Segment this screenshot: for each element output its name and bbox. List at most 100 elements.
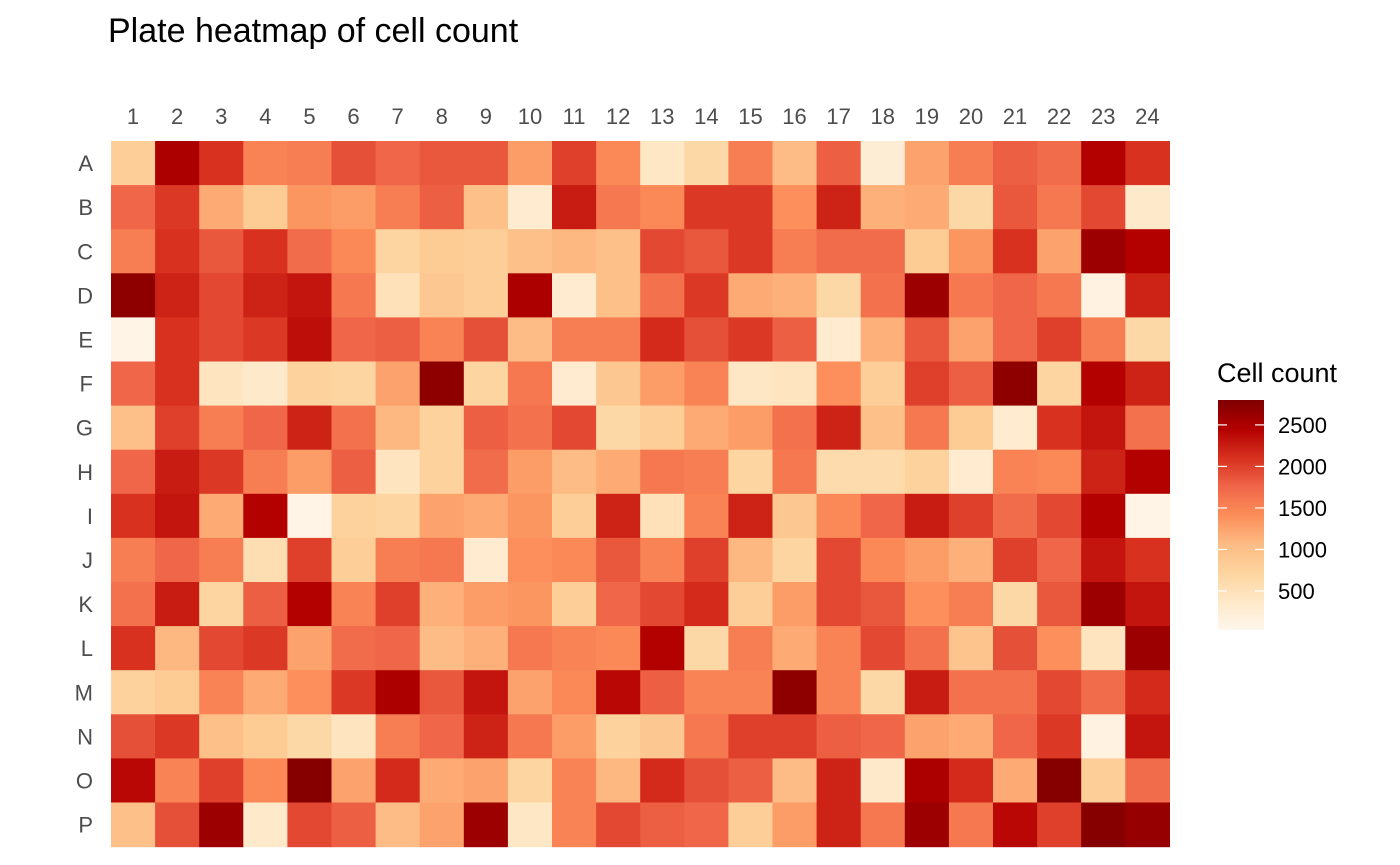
heatmap-cell-E16 bbox=[772, 317, 818, 363]
heatmap-cell-M11 bbox=[552, 670, 597, 715]
heatmap-cell-K11 bbox=[552, 582, 597, 627]
heatmap-cell-L22 bbox=[1037, 626, 1082, 671]
heatmap-cell-J20 bbox=[948, 537, 994, 583]
heatmap-cell-K6 bbox=[331, 582, 377, 627]
heatmap-cell-H5 bbox=[287, 449, 333, 495]
heatmap-cell-B13 bbox=[640, 185, 685, 230]
heatmap-cell-L7 bbox=[375, 626, 421, 671]
heatmap-cell-G8 bbox=[419, 405, 465, 451]
heatmap-cell-J8 bbox=[419, 537, 465, 583]
heatmap-cell-K12 bbox=[596, 582, 641, 627]
heatmap-cell-I11 bbox=[552, 493, 597, 539]
row-label-D: D bbox=[77, 283, 93, 308]
heatmap-cell-B12 bbox=[596, 185, 641, 230]
heatmap-cell-F16 bbox=[772, 361, 818, 407]
heatmap-cell-N19 bbox=[904, 714, 950, 759]
heatmap-cell-F5 bbox=[287, 361, 333, 407]
heatmap-cell-N23 bbox=[1081, 714, 1126, 759]
heatmap-cell-O10 bbox=[507, 758, 553, 804]
heatmap-cell-N20 bbox=[948, 714, 994, 759]
heatmap-cell-M8 bbox=[419, 670, 465, 715]
heatmap-cell-P18 bbox=[860, 802, 906, 848]
row-label-N: N bbox=[77, 724, 93, 749]
heatmap-cell-D19 bbox=[904, 273, 950, 318]
heatmap-cell-F14 bbox=[684, 361, 729, 407]
heatmap-cell-D2 bbox=[155, 273, 200, 318]
heatmap-cell-K17 bbox=[816, 582, 862, 627]
heatmap-cell-C10 bbox=[507, 229, 553, 274]
heatmap-cell-P10 bbox=[507, 802, 553, 848]
row-label-F: F bbox=[80, 372, 93, 397]
heatmap-cell-D21 bbox=[993, 273, 1038, 318]
heatmap-cell-B9 bbox=[463, 185, 509, 230]
heatmap-cell-N18 bbox=[860, 714, 906, 759]
heatmap-cell-O22 bbox=[1037, 758, 1082, 804]
heatmap-cell-I13 bbox=[640, 493, 685, 539]
heatmap-cell-I5 bbox=[287, 493, 333, 539]
heatmap-cell-O11 bbox=[552, 758, 597, 804]
heatmap-cell-J22 bbox=[1037, 537, 1082, 583]
legend-tick-label-2000: 2000 bbox=[1278, 454, 1327, 479]
heatmap-cell-L23 bbox=[1081, 626, 1126, 671]
heatmap-cell-M7 bbox=[375, 670, 421, 715]
heatmap-cell-N24 bbox=[1125, 714, 1170, 759]
heatmap-cell-J21 bbox=[993, 537, 1038, 583]
heatmap-cell-G12 bbox=[596, 405, 641, 451]
legend-tick-label-2500: 2500 bbox=[1278, 413, 1327, 438]
heatmap-cell-H22 bbox=[1037, 449, 1082, 495]
heatmap-cell-G6 bbox=[331, 405, 377, 451]
row-label-E: E bbox=[78, 327, 93, 352]
heatmap-cell-A24 bbox=[1125, 141, 1170, 186]
heatmap-cell-G23 bbox=[1081, 405, 1126, 451]
heatmap-cell-H19 bbox=[904, 449, 950, 495]
heatmap-cell-O9 bbox=[463, 758, 509, 804]
heatmap-cell-J13 bbox=[640, 537, 685, 583]
heatmap-cell-F12 bbox=[596, 361, 641, 407]
heatmap-cell-O24 bbox=[1125, 758, 1170, 804]
heatmap-cell-H12 bbox=[596, 449, 641, 495]
heatmap-cell-E18 bbox=[860, 317, 906, 363]
heatmap-cell-G15 bbox=[728, 405, 774, 451]
heatmap-cell-F19 bbox=[904, 361, 950, 407]
heatmap-cell-J18 bbox=[860, 537, 906, 583]
heatmap-cell-E17 bbox=[816, 317, 862, 363]
heatmap-cell-B11 bbox=[552, 185, 597, 230]
heatmap-cell-L8 bbox=[419, 626, 465, 671]
heatmap-cell-O15 bbox=[728, 758, 774, 804]
heatmap-cell-H4 bbox=[243, 449, 288, 495]
column-label-10: 10 bbox=[518, 104, 542, 129]
heatmap-cell-M6 bbox=[331, 670, 377, 715]
heatmap-cell-E21 bbox=[993, 317, 1038, 363]
heatmap-cell-C19 bbox=[904, 229, 950, 274]
heatmap-cell-P1 bbox=[111, 802, 156, 848]
heatmap-cell-C9 bbox=[463, 229, 509, 274]
heatmap-cell-P15 bbox=[728, 802, 774, 848]
heatmap-cell-O14 bbox=[684, 758, 729, 804]
heatmap-cell-P20 bbox=[948, 802, 994, 848]
heatmap-cell-E23 bbox=[1081, 317, 1126, 363]
column-label-6: 6 bbox=[347, 104, 359, 129]
heatmap-cell-E3 bbox=[199, 317, 244, 363]
heatmap-cell-O2 bbox=[155, 758, 200, 804]
heatmap-cell-B19 bbox=[904, 185, 950, 230]
heatmap-cell-D7 bbox=[375, 273, 421, 318]
heatmap-cell-N12 bbox=[596, 714, 641, 759]
heatmap-cell-G16 bbox=[772, 405, 818, 451]
heatmap-cell-G19 bbox=[904, 405, 950, 451]
heatmap-cell-O1 bbox=[111, 758, 156, 804]
heatmap-cell-H18 bbox=[860, 449, 906, 495]
heatmap-cell-I8 bbox=[419, 493, 465, 539]
heatmap-cell-B20 bbox=[948, 185, 994, 230]
row-label-P: P bbox=[78, 813, 93, 838]
heatmap-cell-J14 bbox=[684, 537, 729, 583]
heatmap-cell-G13 bbox=[640, 405, 685, 451]
heatmap-cell-J15 bbox=[728, 537, 774, 583]
row-label-L: L bbox=[81, 636, 93, 661]
heatmap-cell-M13 bbox=[640, 670, 685, 715]
heatmap-cell-D13 bbox=[640, 273, 685, 318]
column-label-1: 1 bbox=[127, 104, 139, 129]
heatmap-cell-A13 bbox=[640, 141, 685, 186]
heatmap-cell-N8 bbox=[419, 714, 465, 759]
heatmap-cell-M3 bbox=[199, 670, 244, 715]
heatmap-cell-L17 bbox=[816, 626, 862, 671]
